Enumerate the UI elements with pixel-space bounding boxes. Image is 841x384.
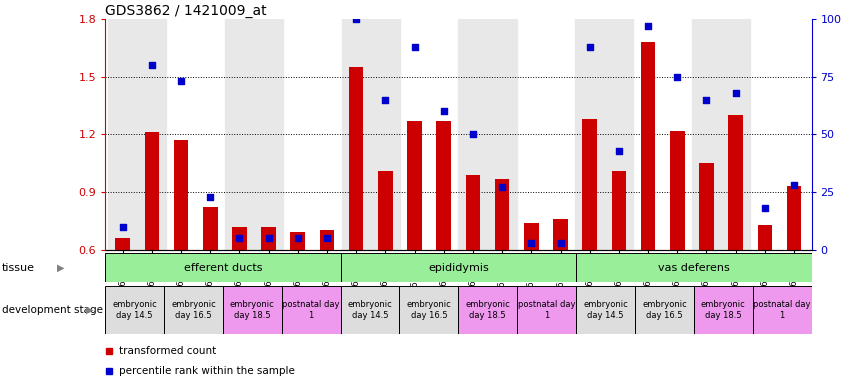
Text: embryonic
day 18.5: embryonic day 18.5	[230, 300, 275, 320]
Bar	[145, 132, 159, 250]
Point	[233, 235, 246, 241]
Text: embryonic
day 14.5: embryonic day 14.5	[583, 300, 628, 320]
Point	[758, 205, 771, 211]
Bar	[174, 140, 188, 250]
Bar	[728, 115, 743, 250]
Bar	[407, 121, 422, 250]
Bar	[524, 223, 538, 250]
Text: embryonic
day 14.5: embryonic day 14.5	[112, 300, 157, 320]
Text: vas deferens: vas deferens	[658, 263, 730, 273]
Point	[174, 78, 188, 84]
Text: postnatal day
1: postnatal day 1	[518, 300, 575, 320]
Bar	[203, 207, 218, 250]
Text: postnatal day
1: postnatal day 1	[754, 300, 811, 320]
Bar	[576, 286, 635, 334]
Point	[350, 16, 363, 22]
Point	[378, 97, 392, 103]
Bar	[115, 238, 130, 250]
Bar	[105, 286, 164, 334]
Bar	[282, 286, 341, 334]
Text: tissue: tissue	[2, 263, 34, 273]
Text: efferent ducts: efferent ducts	[183, 263, 262, 273]
Bar	[458, 286, 517, 334]
Point	[525, 240, 538, 246]
Bar	[699, 163, 714, 250]
Text: transformed count: transformed count	[119, 346, 216, 356]
Text: embryonic
day 16.5: embryonic day 16.5	[171, 300, 216, 320]
Point	[700, 97, 713, 103]
Text: postnatal day
1: postnatal day 1	[283, 300, 340, 320]
Bar	[262, 227, 276, 250]
Point	[495, 184, 509, 190]
Bar	[611, 171, 627, 250]
Bar	[458, 19, 516, 250]
Bar	[108, 19, 167, 250]
Bar	[758, 225, 772, 250]
Point	[116, 223, 130, 230]
Bar	[694, 286, 753, 334]
Point	[553, 240, 567, 246]
Text: ▶: ▶	[86, 305, 93, 315]
Bar	[105, 253, 341, 282]
Text: embryonic
day 18.5: embryonic day 18.5	[465, 300, 510, 320]
Bar	[223, 286, 282, 334]
Point	[787, 182, 801, 188]
Text: GDS3862 / 1421009_at: GDS3862 / 1421009_at	[105, 4, 267, 18]
Bar	[692, 19, 750, 250]
Text: embryonic
day 14.5: embryonic day 14.5	[347, 300, 393, 320]
Bar	[436, 121, 451, 250]
Bar	[670, 131, 685, 250]
Text: development stage: development stage	[2, 305, 103, 315]
Bar	[341, 19, 400, 250]
Bar	[641, 42, 655, 250]
Bar	[575, 19, 633, 250]
Point	[320, 235, 334, 241]
Bar	[341, 253, 576, 282]
Point	[262, 235, 275, 241]
Point	[670, 74, 684, 80]
Bar	[164, 286, 223, 334]
Bar	[786, 186, 801, 250]
Point	[729, 90, 743, 96]
Bar	[399, 286, 458, 334]
Bar	[553, 219, 568, 250]
Text: embryonic
day 18.5: embryonic day 18.5	[701, 300, 746, 320]
Text: embryonic
day 16.5: embryonic day 16.5	[642, 300, 687, 320]
Bar	[378, 171, 393, 250]
Text: percentile rank within the sample: percentile rank within the sample	[119, 366, 295, 376]
Bar	[576, 253, 812, 282]
Bar	[495, 179, 510, 250]
Bar	[466, 175, 480, 250]
Bar	[290, 232, 305, 250]
Text: ▶: ▶	[57, 263, 65, 273]
Point	[612, 147, 626, 154]
Point	[408, 44, 421, 50]
Point	[642, 23, 655, 29]
Text: epididymis: epididymis	[428, 263, 489, 273]
Bar	[320, 230, 334, 250]
Point	[583, 44, 596, 50]
Point	[437, 108, 451, 114]
Bar	[753, 286, 812, 334]
Bar	[635, 286, 694, 334]
Point	[466, 131, 479, 137]
Bar	[225, 19, 283, 250]
Text: embryonic
day 16.5: embryonic day 16.5	[406, 300, 452, 320]
Point	[145, 62, 159, 68]
Point	[291, 235, 304, 241]
Point	[204, 194, 217, 200]
Bar	[583, 119, 597, 250]
Bar	[517, 286, 576, 334]
Bar	[232, 227, 246, 250]
Bar	[349, 67, 363, 250]
Bar	[341, 286, 399, 334]
